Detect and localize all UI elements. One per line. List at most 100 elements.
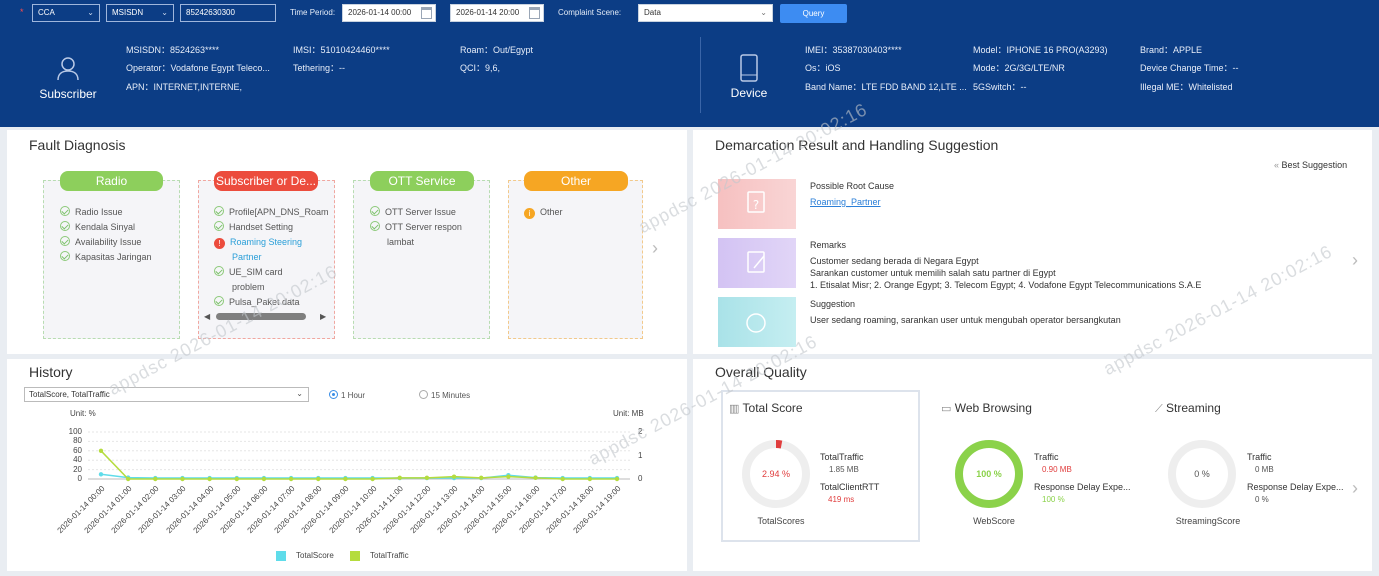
web-delay-key: Response Delay Expe... (1034, 482, 1131, 492)
subscriber-item-fault[interactable]: ! Roaming Steering (214, 235, 302, 250)
subscriber-item[interactable]: Handset Setting (214, 220, 293, 235)
required-mark: * (20, 7, 24, 17)
other-chip[interactable]: Other (524, 171, 628, 191)
ott-item[interactable]: OTT Server respon (370, 220, 462, 235)
calendar-icon[interactable] (529, 7, 540, 19)
check-icon (60, 236, 70, 246)
data-point[interactable] (288, 476, 294, 482)
scope-select[interactable]: CCA ⌄ (32, 4, 100, 22)
subscriber-item[interactable]: Pulsa_Paket data (214, 295, 300, 310)
start-time-input[interactable]: 2026-01-14 00:00 (342, 4, 436, 22)
web-traffic-value: 0.90 MB (1042, 465, 1072, 474)
root-cause-link[interactable]: Roaming_Partner (810, 197, 881, 207)
remarks-line-3: 1. Etisalat Misr; 2. Orange Egypt; 3. Te… (810, 280, 1202, 290)
web-score-caption: WebScore (973, 516, 1015, 526)
check-icon (370, 221, 380, 231)
data-point[interactable] (125, 476, 131, 482)
data-point[interactable] (479, 475, 484, 481)
id-value-input[interactable]: 85242630300 (180, 4, 276, 22)
legend-total-traffic[interactable]: TotalTraffic (350, 551, 409, 561)
data-point[interactable] (533, 475, 538, 481)
illegal-me-info: Illegal ME：Whitelisted (1140, 82, 1233, 92)
root-cause-label: Possible Root Cause (810, 181, 895, 191)
data-point[interactable] (98, 448, 104, 453)
radio-chip[interactable]: Radio (60, 171, 163, 191)
subscriber-item[interactable]: Profile[APN_DNS_Roam (214, 205, 335, 220)
svg-text:?: ? (753, 198, 759, 212)
other-item[interactable]: i Other (524, 205, 563, 220)
remarks-label: Remarks (810, 240, 847, 250)
best-suggestion-link[interactable]: « Best Suggestion (1274, 160, 1348, 170)
data-point[interactable] (207, 476, 212, 482)
y-left-tick: 40 (73, 455, 82, 465)
metric-select[interactable]: TotalScore, TotalTraffic ⌄ (24, 387, 309, 402)
web-browsing-header[interactable]: ▭ Web Browsing (941, 401, 1032, 415)
subscriber-entity: Subscriber (36, 56, 100, 101)
data-point[interactable] (506, 474, 511, 479)
data-point[interactable] (180, 476, 185, 482)
horizontal-scrollbar[interactable] (216, 313, 306, 320)
data-point[interactable] (153, 476, 158, 482)
total-score-caption: TotalScores (757, 516, 805, 526)
data-point[interactable] (234, 476, 239, 482)
data-point[interactable] (98, 472, 104, 477)
series-line-TotalTraffic (100, 450, 617, 480)
subscriber-item[interactable]: UE_SIM card (214, 265, 283, 280)
total-score-gauge-fill (742, 440, 810, 508)
data-point[interactable] (370, 476, 375, 482)
radio-item[interactable]: Kapasitas Jaringan (60, 250, 152, 265)
streaming-header[interactable]: ⟋ Streaming (1155, 401, 1221, 415)
data-point[interactable] (614, 476, 620, 482)
ott-item[interactable]: OTT Server Issue (370, 205, 456, 220)
data-point[interactable] (343, 476, 348, 482)
suggestion-tile (718, 297, 796, 347)
data-point[interactable] (424, 475, 430, 481)
chevron-down-icon: ⌄ (161, 8, 168, 17)
data-point[interactable] (587, 476, 593, 482)
data-point[interactable] (560, 476, 565, 482)
subscriber-chip[interactable]: Subscriber or De... (214, 171, 318, 191)
option-15-minutes[interactable]: 15 Minutes (419, 389, 470, 400)
data-point[interactable] (316, 476, 321, 482)
chevron-right-icon[interactable]: › (1352, 478, 1358, 498)
top-bar: * CCA ⌄ MSISDN ⌄ 85242630300 Time Period: … (0, 0, 1379, 127)
legend-total-score[interactable]: TotalScore (276, 551, 334, 561)
legend-swatch (350, 551, 360, 561)
end-time-input[interactable]: 2026-01-14 20:00 (450, 4, 544, 22)
data-point[interactable] (397, 475, 402, 481)
total-score-value: 2.94 % (761, 469, 791, 479)
msisdn-info: MSISDN：8524263**** (126, 45, 220, 55)
id-type-select[interactable]: MSISDN ⌄ (106, 4, 174, 22)
subscriber-item-fault-cont: Partner (232, 252, 262, 262)
subscriber-item-cont: problem (232, 282, 265, 292)
radio-item[interactable]: Availability Issue (60, 235, 141, 250)
mode-info: Mode：2G/3G/LTE/NR (973, 63, 1065, 73)
check-icon (60, 206, 70, 216)
total-score-card[interactable] (721, 390, 920, 542)
operator-info: Operator：Vodafone Egypt Teleco... (126, 63, 270, 73)
data-point[interactable] (261, 476, 267, 482)
chevron-right-icon[interactable]: › (652, 238, 658, 258)
ott-item-cont: lambat (387, 237, 415, 247)
option-1-hour[interactable]: 1 Hour (329, 389, 365, 400)
data-point[interactable] (451, 474, 457, 479)
stream-traffic-key: Traffic (1247, 452, 1272, 462)
stream-delay-value: 0 % (1255, 495, 1269, 504)
tethering-info: Tethering：-- (293, 63, 346, 73)
scroll-right-icon[interactable]: ▶ (320, 312, 327, 321)
ott-chip[interactable]: OTT Service (370, 171, 474, 191)
remarks-tile (718, 238, 796, 288)
band-info: Band Name：LTE FDD BAND 12,LTE ... (805, 82, 967, 92)
radio-item[interactable]: Kendala Sinyal (60, 220, 135, 235)
qci-info: QCI：9,6, (460, 63, 501, 73)
brand-info: Brand：APPLE (1140, 45, 1203, 55)
scroll-left-icon[interactable]: ◀ (204, 312, 211, 321)
y-left-tick: 20 (73, 464, 82, 474)
double-chevron-left-icon: « (1274, 160, 1280, 170)
chevron-right-icon[interactable]: › (1352, 250, 1358, 270)
radio-item[interactable]: Radio Issue (60, 205, 123, 220)
bar-chart-icon: ▥ (729, 403, 740, 415)
query-button[interactable]: Query (780, 4, 847, 23)
complaint-scene-select[interactable]: Data ⌄ (638, 4, 773, 22)
calendar-icon[interactable] (421, 7, 432, 19)
